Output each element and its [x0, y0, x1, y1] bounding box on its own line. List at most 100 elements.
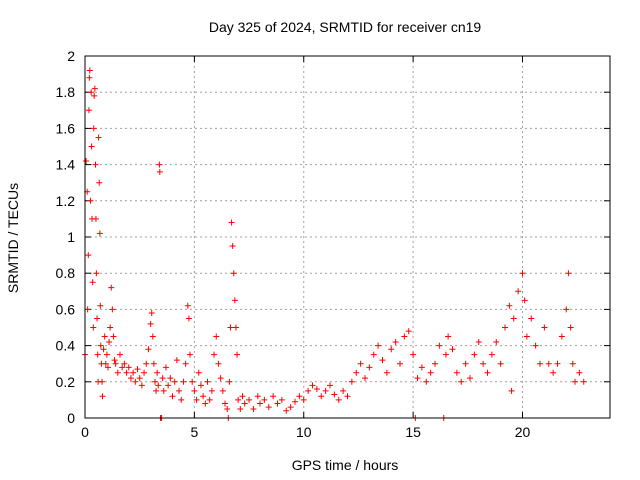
data-point	[305, 387, 312, 394]
y-tick-label: 1.4	[56, 157, 76, 173]
data-point	[87, 197, 94, 204]
data-point	[92, 161, 99, 168]
data-point	[397, 360, 403, 367]
data-point	[572, 378, 578, 385]
data-point	[114, 369, 121, 376]
data-point	[569, 360, 576, 367]
data-point	[206, 396, 213, 403]
data-point	[480, 360, 487, 367]
data-point	[366, 364, 373, 371]
data-point	[576, 369, 583, 376]
data-point	[427, 369, 434, 376]
data-point	[475, 338, 482, 345]
data-points	[82, 67, 587, 421]
data-point	[147, 320, 154, 327]
data-point	[169, 393, 176, 400]
data-point	[257, 400, 263, 407]
data-point	[488, 351, 495, 358]
data-point	[523, 333, 530, 340]
data-point	[193, 396, 200, 403]
data-point	[103, 351, 110, 358]
data-point	[327, 382, 333, 389]
data-point	[567, 324, 574, 331]
data-point	[167, 375, 174, 382]
x-tick-label: 15	[405, 424, 421, 440]
data-point	[91, 85, 98, 92]
data-point	[224, 405, 231, 412]
data-point	[102, 360, 109, 367]
data-point	[141, 369, 148, 376]
data-point	[442, 351, 449, 358]
data-point	[362, 375, 368, 382]
data-point	[234, 351, 241, 358]
data-point	[335, 396, 342, 403]
data-point	[231, 297, 238, 304]
data-point	[127, 375, 134, 382]
data-point	[86, 74, 93, 81]
data-point	[119, 364, 126, 371]
data-point	[143, 360, 150, 367]
data-point	[283, 407, 290, 414]
data-point	[93, 270, 100, 277]
data-point	[85, 107, 92, 114]
data-point	[458, 378, 465, 385]
data-point	[123, 369, 130, 376]
data-point	[246, 396, 253, 403]
data-point	[132, 378, 139, 385]
data-point	[418, 364, 425, 371]
data-point	[506, 302, 513, 309]
data-point	[270, 393, 277, 400]
data-point	[383, 369, 390, 376]
data-point	[112, 360, 119, 367]
data-point	[200, 393, 207, 400]
data-point	[521, 297, 528, 304]
data-point	[462, 360, 469, 367]
data-point	[83, 157, 90, 164]
data-point	[100, 346, 107, 353]
data-point	[92, 215, 99, 222]
data-point	[432, 360, 438, 367]
data-point	[125, 364, 132, 371]
y-tick-label: 1.2	[56, 193, 76, 209]
data-point	[108, 284, 115, 291]
data-point	[136, 375, 143, 382]
data-point	[250, 405, 257, 412]
data-point	[313, 386, 320, 393]
data-point	[227, 324, 234, 331]
data-point	[162, 364, 169, 371]
data-point	[232, 324, 239, 331]
data-point	[445, 333, 452, 340]
data-point	[226, 378, 233, 385]
data-point	[213, 333, 220, 340]
data-point	[104, 364, 111, 371]
data-point	[261, 396, 268, 403]
data-point	[91, 92, 98, 99]
data-point	[410, 351, 417, 358]
data-point	[217, 375, 224, 382]
data-point	[138, 382, 145, 389]
data-point	[392, 338, 399, 345]
data-point	[101, 333, 108, 340]
data-point	[134, 366, 141, 373]
data-point	[99, 378, 106, 385]
data-point	[237, 405, 244, 412]
data-point	[208, 387, 215, 394]
data-point	[331, 391, 338, 398]
y-tick-label: 1.8	[56, 84, 76, 100]
axis-ticks: 0 5 10 15 20 0 0.2 0.4 0.6 0.8 1 1.2 1.4 1.6 1.8 2	[56, 48, 610, 440]
data-point	[318, 393, 325, 400]
data-point	[195, 369, 202, 376]
data-point	[292, 398, 298, 405]
data-point	[550, 369, 557, 376]
data-point	[204, 378, 211, 385]
data-point	[110, 333, 117, 340]
grid-lines	[85, 56, 610, 418]
data-point	[375, 342, 382, 349]
y-tick-label: 0	[67, 410, 75, 426]
data-point	[508, 387, 515, 394]
data-point	[235, 396, 242, 403]
data-point	[88, 89, 95, 96]
data-point	[95, 134, 102, 141]
data-point	[537, 360, 543, 367]
